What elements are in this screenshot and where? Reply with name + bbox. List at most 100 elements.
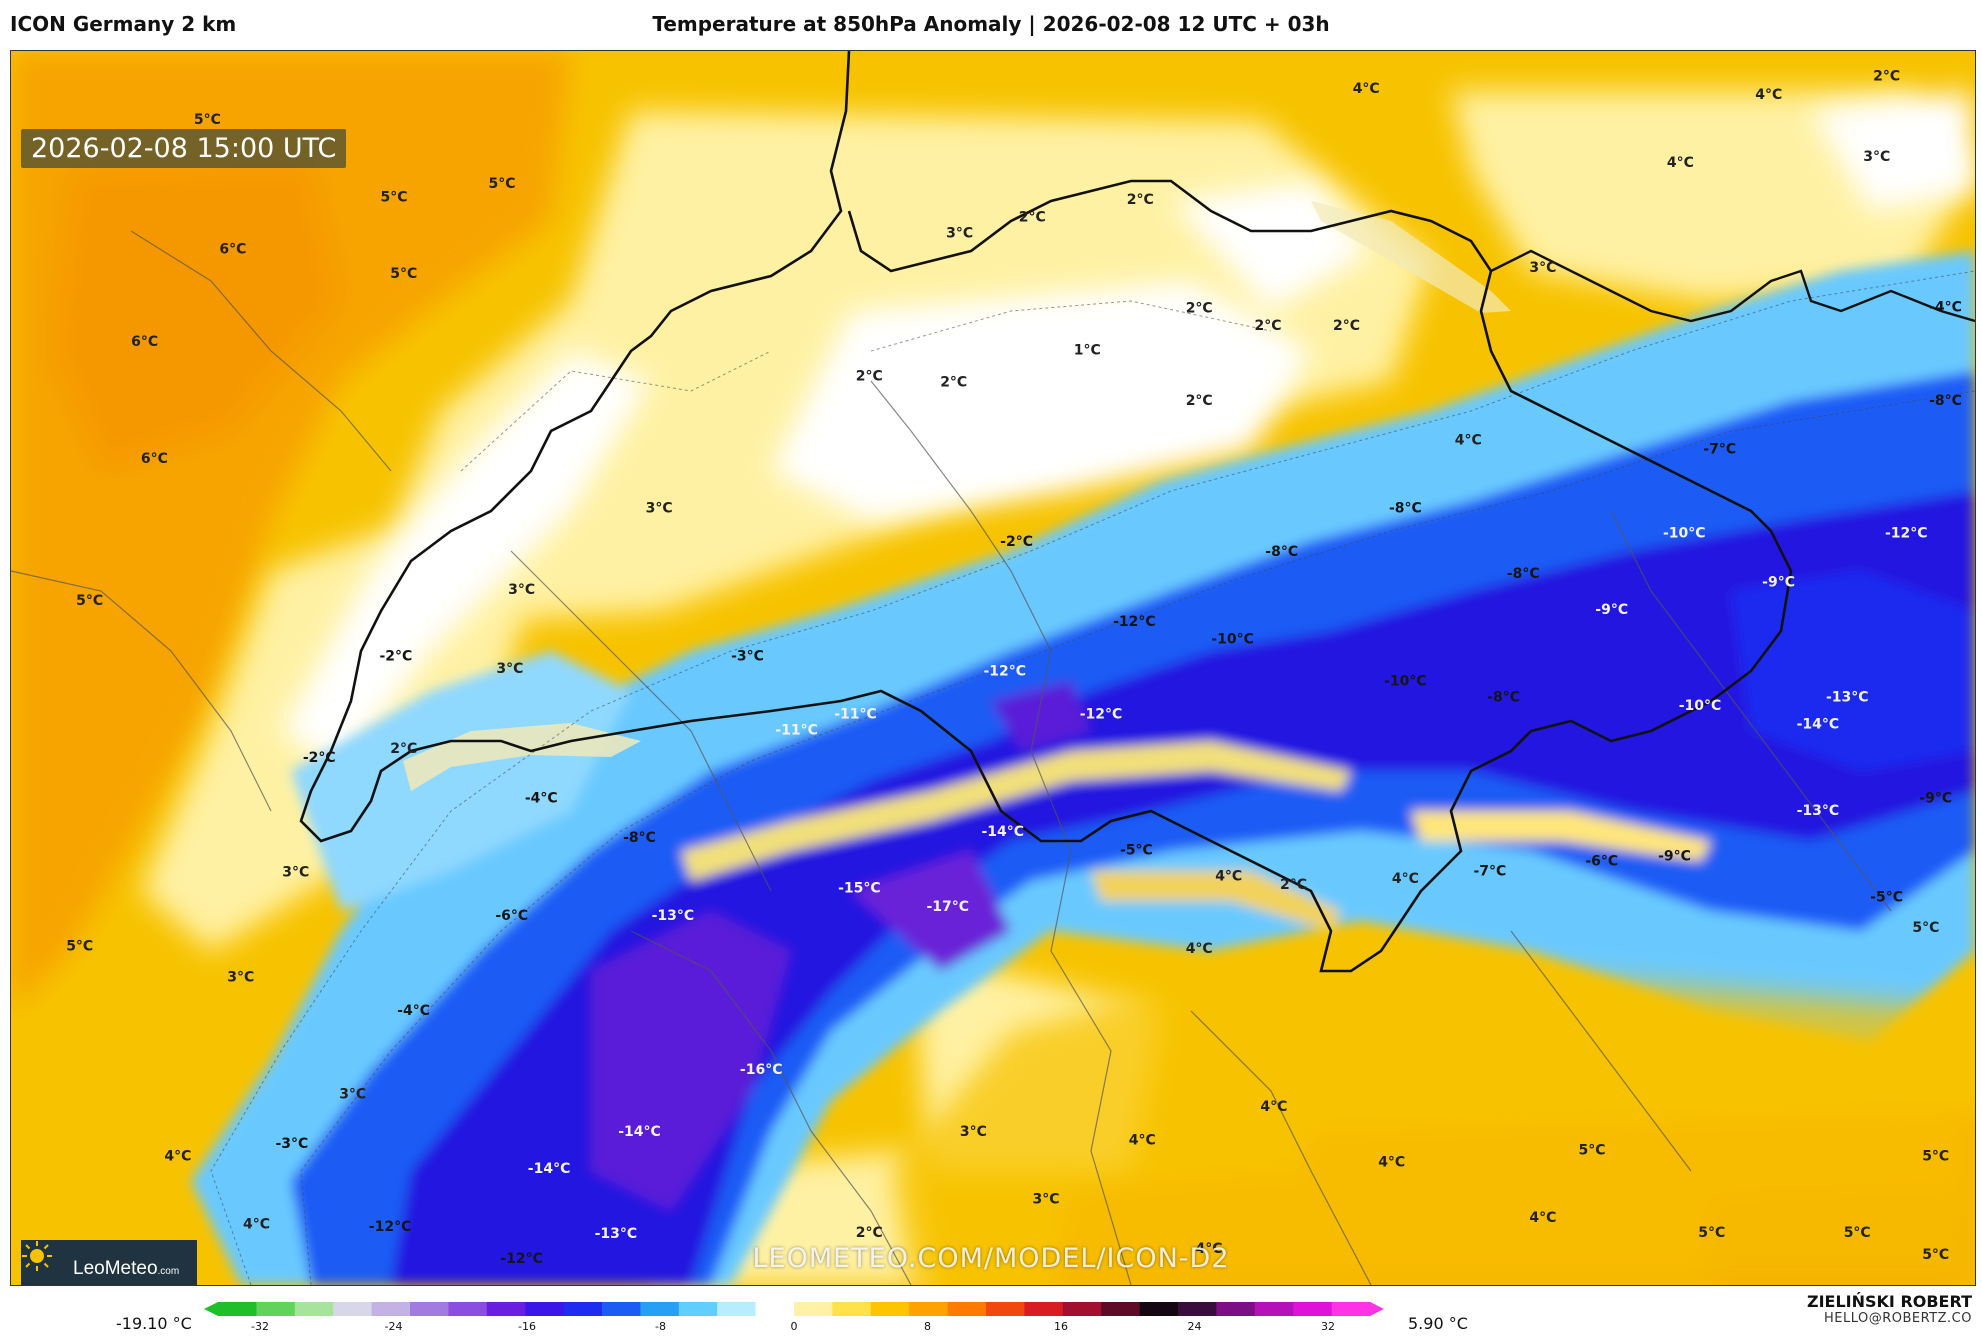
temperature-label: -15°C	[838, 881, 881, 897]
temperature-label: -7°C	[1703, 441, 1736, 457]
color-legend: -19.10 °C -32 -24 -16 -8 0 8 16 24 32 5.90 °C	[0, 1290, 1982, 1338]
temperature-label: 2°C	[856, 1225, 883, 1241]
temperature-label: 4°C	[1129, 1132, 1156, 1148]
temperature-label: -9°C	[1595, 602, 1628, 618]
temperature-label: 4°C	[1353, 81, 1380, 97]
temperature-label: -8°C	[1929, 393, 1962, 409]
temperature-label: -2°C	[1000, 534, 1033, 550]
sun-icon	[22, 1241, 52, 1271]
temperature-label: -12°C	[500, 1251, 543, 1267]
temperature-label: -8°C	[1487, 689, 1520, 705]
temperature-label: 4°C	[1186, 941, 1213, 957]
legend-tick-label: -8	[655, 1320, 666, 1333]
temperature-label: 4°C	[1529, 1210, 1556, 1226]
temperature-label: -10°C	[1384, 673, 1427, 689]
temperature-label: 3°C	[946, 225, 973, 241]
temperature-label: 5°C	[1578, 1142, 1605, 1158]
legend-tick-label: 24	[1187, 1320, 1202, 1333]
temperature-label: 2°C	[1873, 69, 1900, 85]
south-warm	[891, 951, 1975, 1285]
temperature-label: -6°C	[1585, 854, 1618, 870]
temperature-label: -6°C	[495, 908, 528, 924]
source-watermark: LEOMETEO.COM/MODEL/ICON-D2	[752, 1243, 1230, 1274]
temperature-label: -2°C	[379, 649, 412, 665]
temperature-label: 5°C	[380, 190, 407, 206]
temperature-label: 4°C	[1215, 868, 1242, 884]
temperature-label: 2°C	[1127, 192, 1154, 208]
temperature-label: 5°C	[1912, 920, 1939, 936]
legend-colorbar	[204, 1302, 1384, 1316]
author-email[interactable]: HELLO@ROBERTZ.CO	[1823, 1311, 1972, 1326]
map-canvas[interactable]: 4°C 2°C 4°C 3°C 4°C 5°C 5°C 5°C 6°C 5°C 6°C 6°C 5°C 2…	[10, 50, 1976, 1286]
legend-swatch	[525, 1302, 565, 1316]
legend-swatch	[486, 1302, 526, 1316]
legend-swatch	[448, 1302, 488, 1316]
temperature-label: 2°C	[1186, 393, 1213, 409]
legend-swatch	[1331, 1302, 1371, 1316]
temperature-label: -16°C	[740, 1062, 783, 1078]
temperature-label: -14°C	[1797, 717, 1840, 733]
legend-tick-label: 8	[924, 1320, 931, 1333]
temperature-label: 5°C	[1922, 1148, 1949, 1164]
temperature-label: 4°C	[1378, 1155, 1405, 1171]
temperature-label: 3°C	[1032, 1192, 1059, 1208]
legend-swatch	[755, 1302, 795, 1316]
author-credit: ZIELIŃSKI ROBERT HELLO@ROBERTZ.CO	[1807, 1292, 1972, 1326]
temperature-label: 6°C	[219, 241, 246, 257]
temperature-label: 5°C	[1698, 1225, 1725, 1241]
temperature-label: -8°C	[1389, 501, 1422, 517]
contours	[210, 270, 1975, 1285]
temperature-label: -14°C	[618, 1124, 661, 1140]
temperature-label: -10°C	[1663, 525, 1706, 541]
temperature-label: 5°C	[488, 176, 515, 192]
temperature-label: 3°C	[1529, 260, 1556, 276]
temperature-label: 2°C	[1254, 318, 1281, 334]
temperature-label: -13°C	[1797, 803, 1840, 819]
temperature-label: -9°C	[1919, 791, 1952, 807]
legend-swatch	[1178, 1302, 1217, 1316]
legend-swatch	[1062, 1302, 1102, 1316]
temperature-label: 3°C	[227, 970, 254, 986]
legend-tick-label: -16	[518, 1320, 536, 1333]
temperature-label: -13°C	[1826, 689, 1869, 705]
temperature-label: 2°C	[1019, 209, 1046, 225]
legend-swatch	[794, 1302, 833, 1316]
leometeo-logo[interactable]: LeoMeteo.com	[21, 1240, 197, 1285]
temperature-labels: 4°C 2°C 4°C 3°C 4°C 5°C 5°C 5°C 6°C 5°C 6°C 6°C 5°C 2…	[66, 69, 1962, 1267]
temperature-label: -14°C	[982, 824, 1025, 840]
legend-swatch	[1293, 1302, 1333, 1316]
temperature-label: 4°C	[1667, 155, 1694, 171]
temperature-label: 2°C	[1186, 301, 1213, 317]
legend-swatch	[294, 1302, 334, 1316]
legend-swatch	[870, 1302, 910, 1316]
temperature-label: 3°C	[960, 1124, 987, 1140]
temperature-label: 6°C	[141, 451, 168, 467]
legend-swatch	[1139, 1302, 1179, 1316]
legend-swatch	[1254, 1302, 1294, 1316]
legend-swatch	[717, 1302, 757, 1316]
legend-tick-label: 0	[790, 1320, 798, 1333]
temperature-label: -13°C	[595, 1226, 638, 1242]
temperature-label: 2°C	[940, 375, 967, 391]
temperature-label: -13°C	[652, 908, 695, 924]
legend-swatch	[947, 1302, 987, 1316]
temperature-label: 1°C	[1074, 343, 1101, 359]
model-name: ICON Germany 2 km	[10, 12, 237, 36]
legend-swatch	[1216, 1302, 1256, 1316]
temperature-label: 2°C	[1333, 318, 1360, 334]
temperature-label: -5°C	[1870, 889, 1903, 905]
temperature-label: -3°C	[275, 1136, 308, 1152]
cold-field	[191, 251, 1975, 1285]
legend-max-value: 5.90 °C	[1408, 1314, 1468, 1333]
temperature-label: 3°C	[282, 865, 309, 881]
temperature-map[interactable]: 4°C2°C4°C3°C4°C5°C5°C5°C6°C5°C6°C6°C5°C2…	[11, 51, 1975, 1285]
temperature-label: 4°C	[1455, 433, 1482, 449]
temperature-label: 5°C	[1844, 1225, 1871, 1241]
legend-swatch	[256, 1302, 296, 1316]
temperature-label: -17°C	[927, 899, 970, 915]
temperature-label: -2°C	[303, 750, 336, 766]
temperature-label: 3°C	[339, 1087, 366, 1103]
temperature-label: -8°C	[623, 830, 656, 846]
temperature-label: 3°C	[646, 501, 673, 517]
legend-swatch	[333, 1302, 373, 1316]
